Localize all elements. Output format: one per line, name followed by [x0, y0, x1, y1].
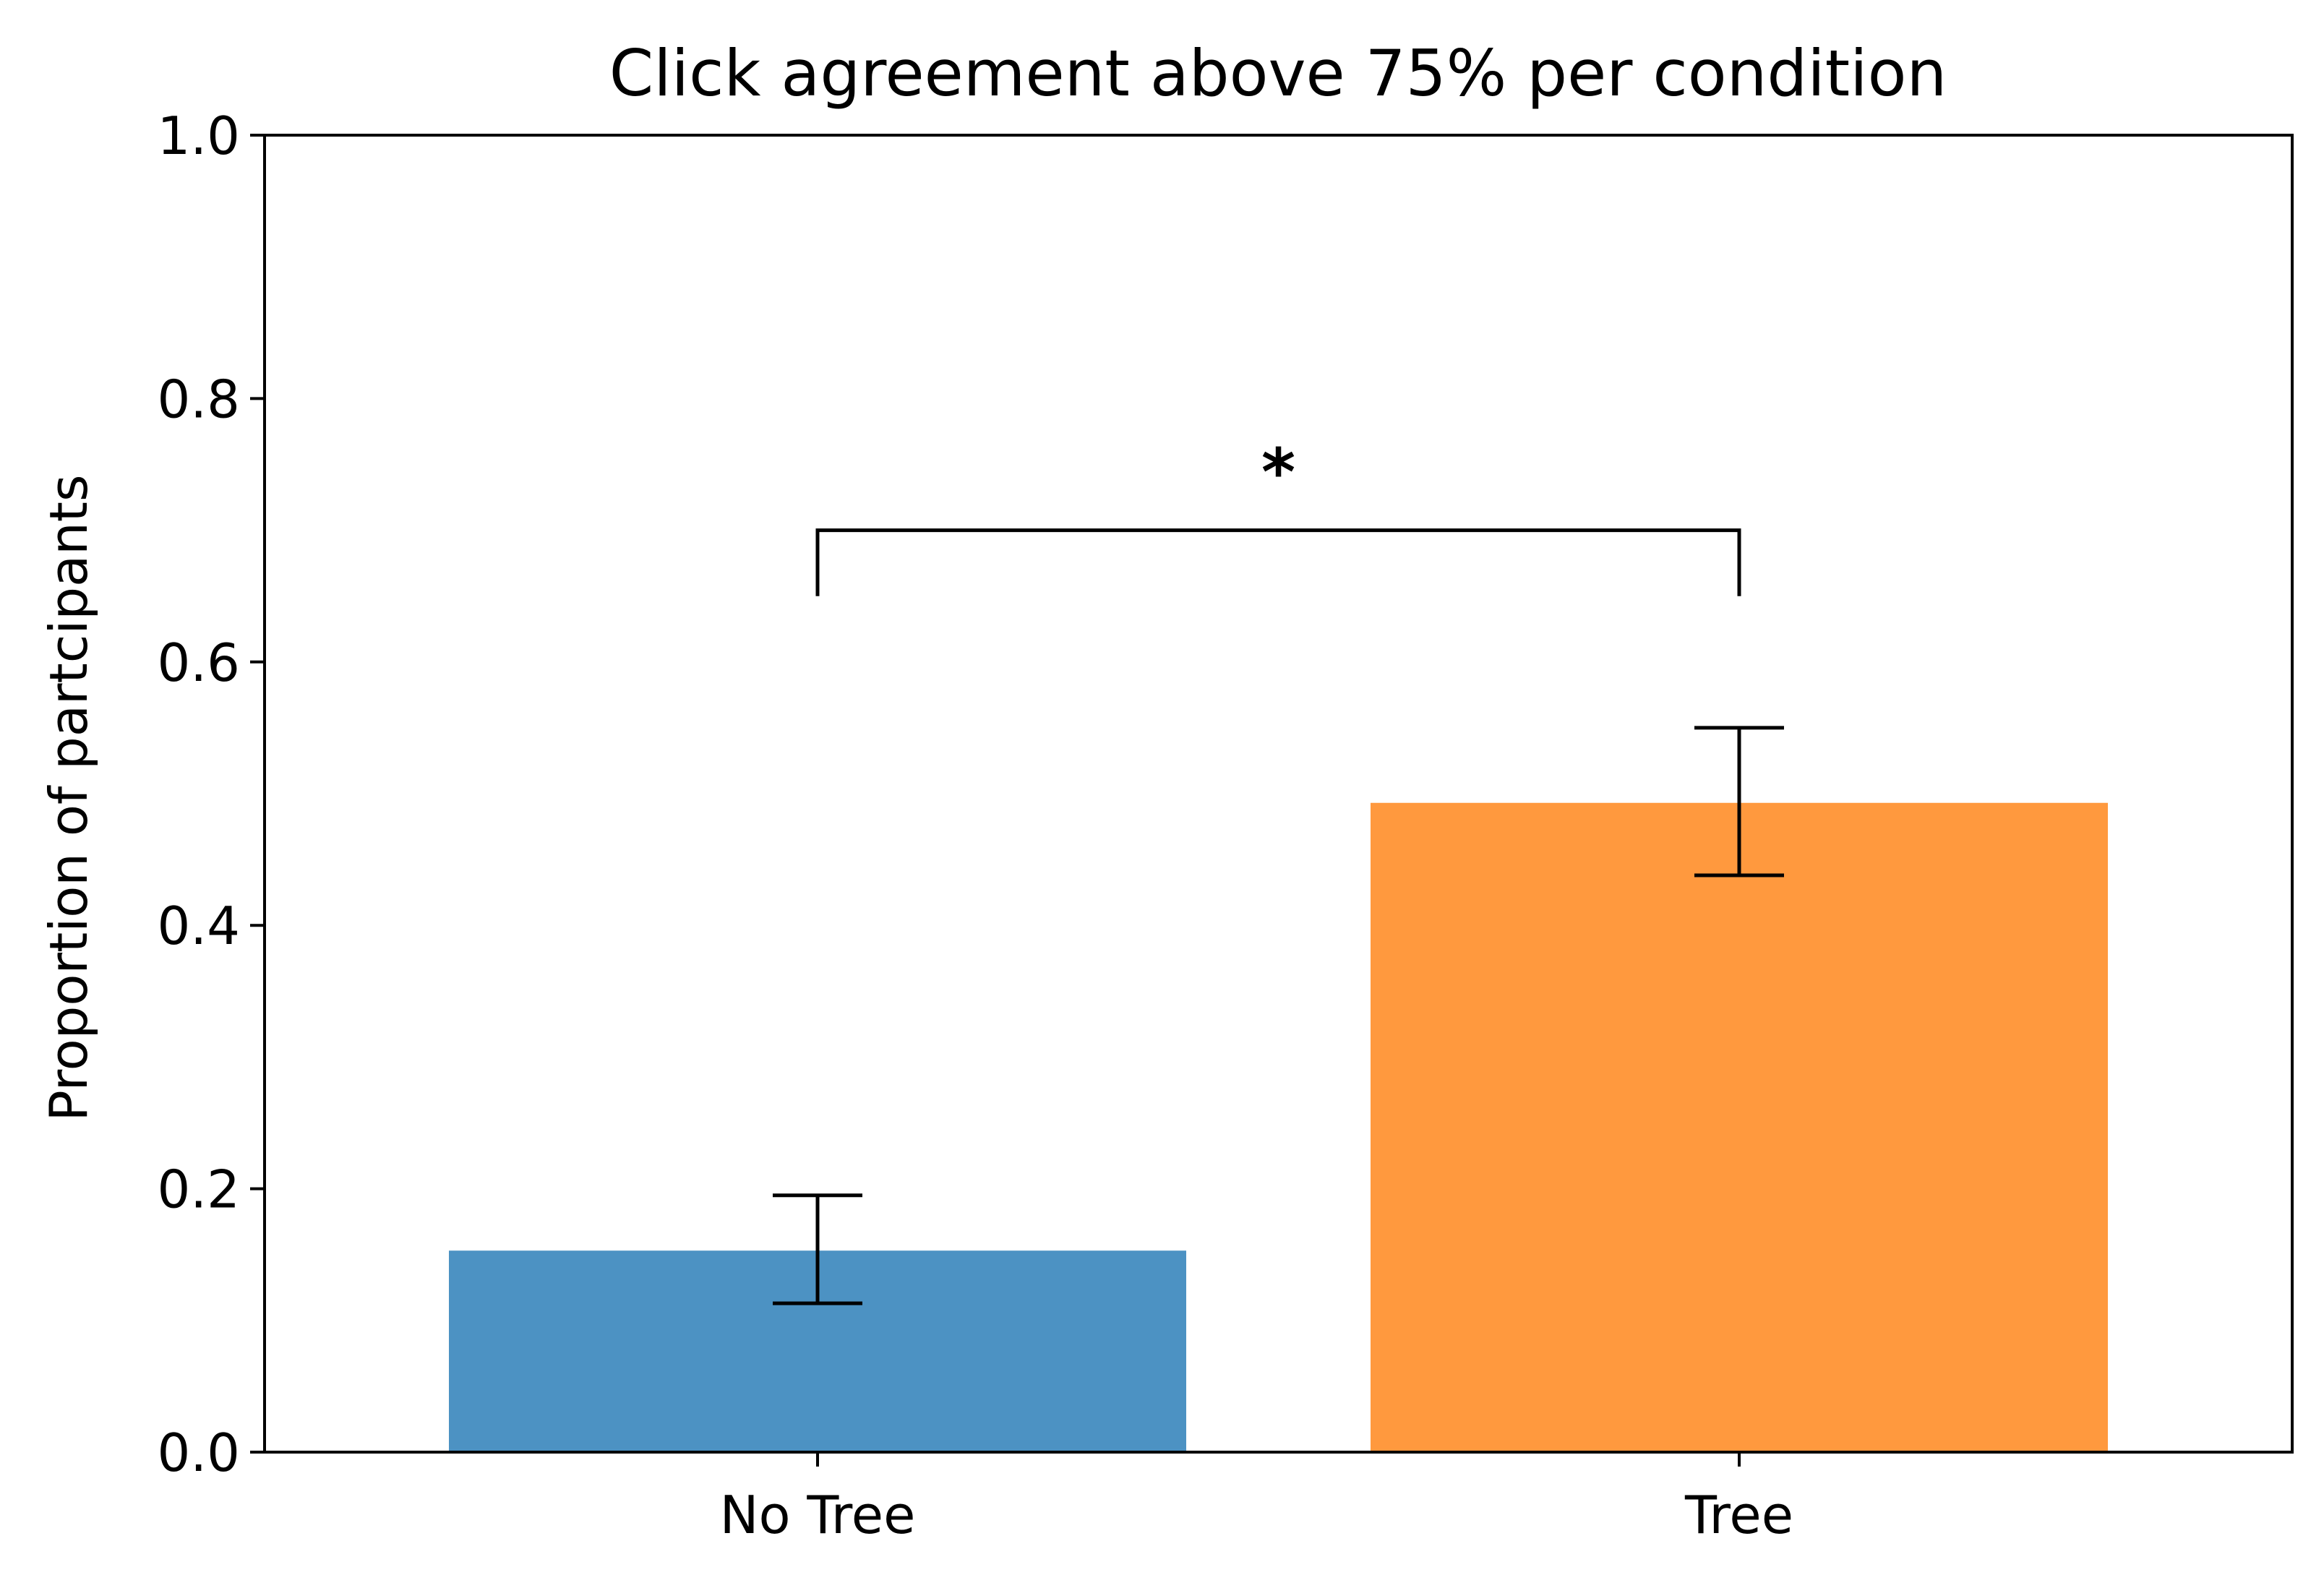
- y-tick-label: 0.2: [157, 1159, 240, 1220]
- y-tick-label: 0.6: [157, 632, 240, 693]
- bar-group: [449, 802, 2108, 1452]
- y-tick-label: 0.8: [157, 369, 240, 429]
- plot-frame: [263, 134, 2294, 1454]
- x-axis-ticks: No Tree Tree: [720, 1452, 1793, 1545]
- significance-annotation: *: [815, 435, 1741, 596]
- y-axis-label: Proportion of partcipants: [38, 474, 99, 1121]
- error-bar-group: [773, 726, 1784, 1305]
- y-axis-ticks: 0.0 0.2 0.4 0.6 0.8 1.0: [157, 106, 265, 1483]
- y-tick-label: 0.4: [157, 896, 240, 956]
- x-tick-label: Tree: [1684, 1485, 1793, 1545]
- error-bar-tree: [1694, 726, 1784, 877]
- x-tick-label: No Tree: [720, 1485, 916, 1545]
- error-bar-no-tree: [773, 1193, 862, 1305]
- significance-marker: *: [1261, 435, 1295, 511]
- y-tick-label: 1.0: [157, 106, 240, 166]
- bar-tree: [1371, 802, 2108, 1452]
- chart-title: Click agreement above 75% per condition: [609, 36, 1947, 111]
- significance-bracket: [815, 528, 1741, 596]
- y-tick-label: 0.0: [157, 1422, 240, 1483]
